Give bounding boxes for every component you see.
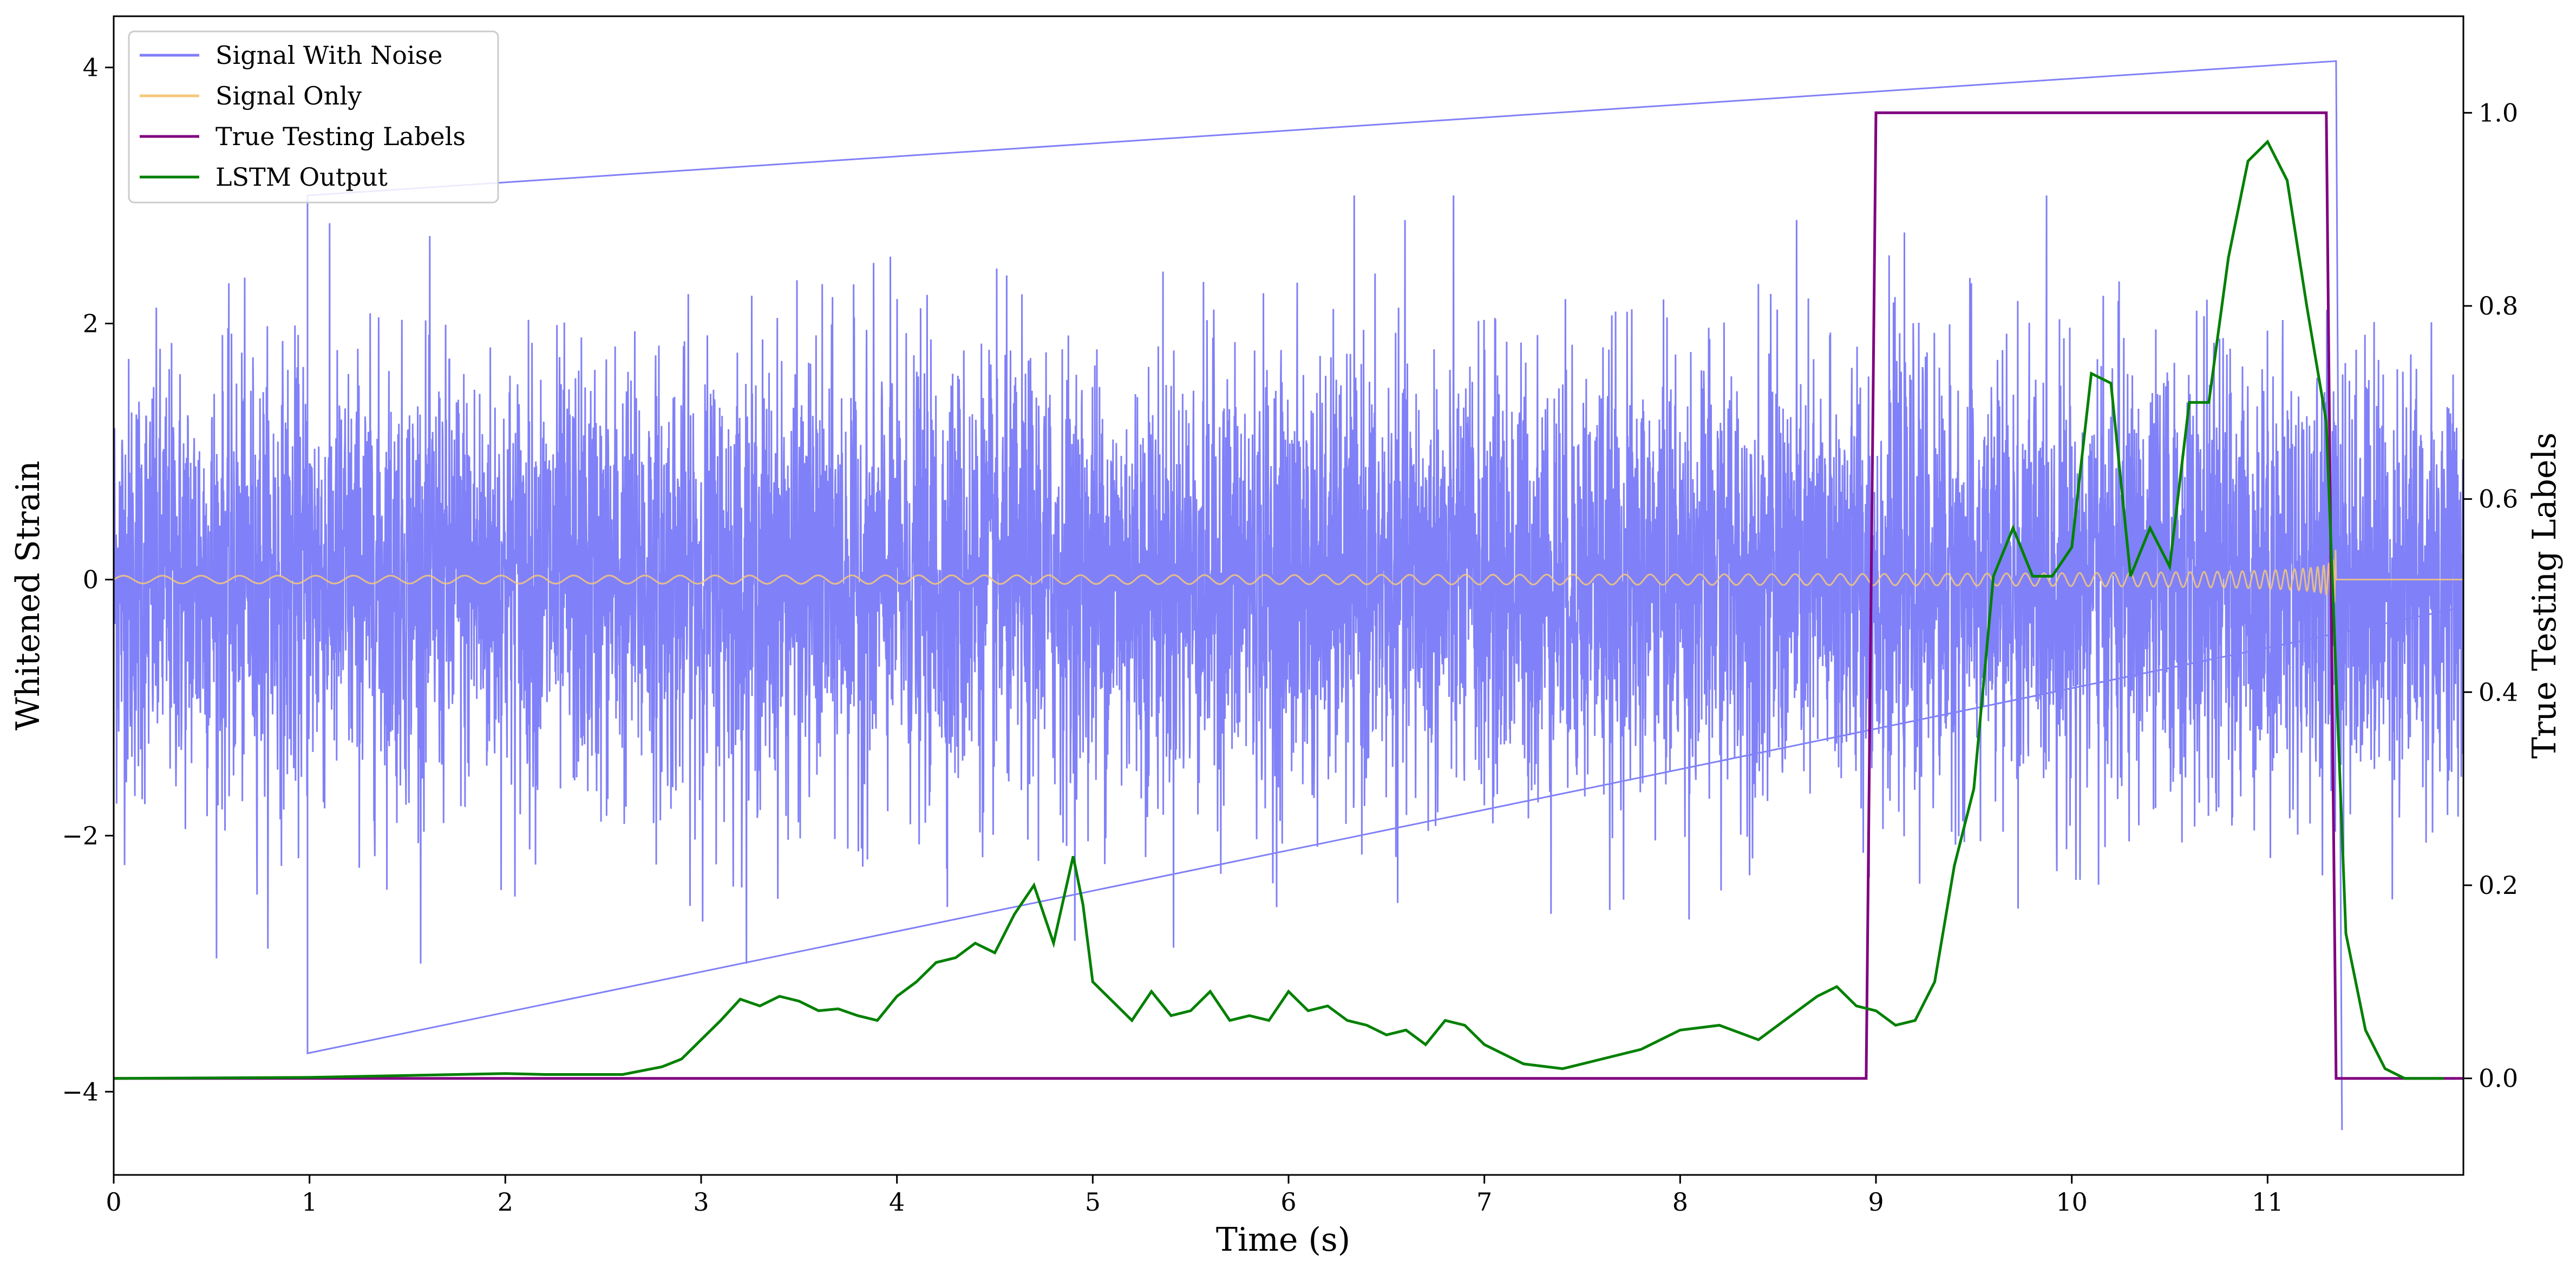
x-tick-label: 10 xyxy=(2056,1187,2088,1217)
legend-label-lstm-output: LSTM Output xyxy=(215,162,388,192)
x-tick-label: 9 xyxy=(1868,1187,1884,1217)
series-layer xyxy=(114,60,2463,1131)
x-tick-label: 0 xyxy=(106,1187,121,1217)
ticks-layer: 0 1 2 3 4 5 6 7 8 9 10 11 −4 −2 0 2 4 0.0 0.2 0.4 0.6 0.8 1.0 xyxy=(62,53,2518,1217)
legend-label-signal-with-noise: Signal With Noise xyxy=(215,41,442,70)
x-axis-title: Time (s) xyxy=(1216,1221,1350,1259)
y-left-tick-label: 4 xyxy=(83,53,99,82)
series-signal-only xyxy=(114,550,2463,603)
y-left-tick-label: −2 xyxy=(62,821,99,850)
y-left-tick-label: 2 xyxy=(83,309,99,338)
x-tick-label: 1 xyxy=(302,1187,317,1217)
y-axis-title-left: Whitened Strain xyxy=(9,461,47,730)
y-axis-title-right: True Testing Labels xyxy=(2526,433,2564,759)
x-tick-label: 6 xyxy=(1280,1187,1296,1217)
x-tick-label: 5 xyxy=(1085,1187,1101,1217)
y-right-tick-label: 1.0 xyxy=(2479,98,2518,127)
series-signal-with-noise xyxy=(114,60,2463,1131)
y-right-tick-label: 0.4 xyxy=(2479,677,2518,707)
legend-box xyxy=(128,30,499,204)
legend: Signal With Noise Signal Only True Testi… xyxy=(128,30,499,204)
y-right-tick-label: 0.0 xyxy=(2479,1064,2518,1093)
x-tick-label: 8 xyxy=(1672,1187,1688,1217)
x-tick-label: 3 xyxy=(693,1187,709,1217)
y-right-tick-label: 0.2 xyxy=(2479,871,2518,900)
y-right-tick-label: 0.8 xyxy=(2479,291,2518,321)
x-tick-label: 11 xyxy=(2252,1187,2284,1217)
legend-label-signal-only: Signal Only xyxy=(215,81,362,110)
series-true-testing-labels xyxy=(114,111,2463,1080)
x-tick-label: 2 xyxy=(498,1187,513,1217)
x-tick-label: 4 xyxy=(889,1187,905,1217)
y-left-tick-label: 0 xyxy=(83,565,99,594)
y-right-tick-label: 0.6 xyxy=(2479,485,2518,514)
x-tick-label: 7 xyxy=(1476,1187,1492,1217)
series-lstm-output xyxy=(114,139,2444,1080)
y-left-tick-label: −4 xyxy=(62,1077,99,1106)
legend-label-true-testing-labels: True Testing Labels xyxy=(215,122,466,151)
